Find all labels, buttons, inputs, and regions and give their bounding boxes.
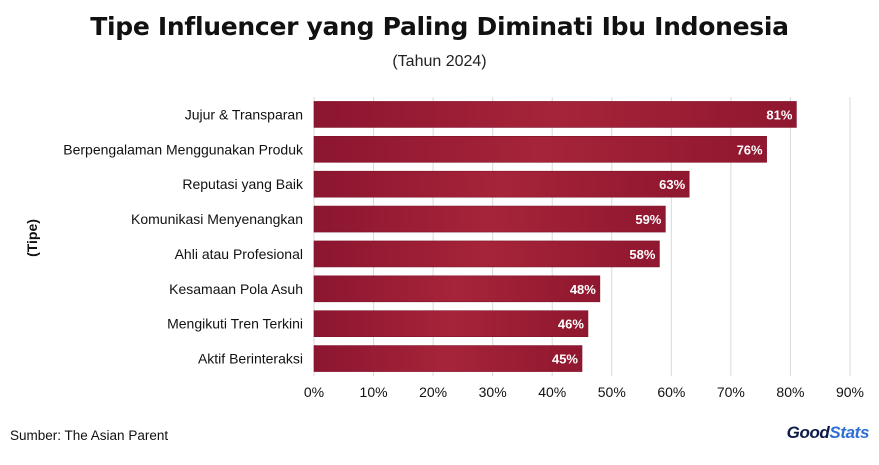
x-tick-label: 50% [598,384,626,400]
source-note: Sumber: The Asian Parent [10,428,169,443]
x-tick-label: 70% [717,384,745,400]
bar [313,101,797,128]
category-label: Komunikasi Menyenangkan [131,211,303,227]
bar [313,170,690,198]
bar-value-label: 58% [629,247,655,262]
category-label: Aktif Berinteraksi [198,351,303,367]
bars: 81% 76% 63% 59% 58% 48% 46% 45% [313,101,797,372]
brand-part-1: Good [786,423,830,442]
bar [313,136,767,163]
bar [313,205,666,233]
bar-value-label: 59% [635,212,661,227]
x-tick-label: 90% [836,384,864,400]
bar-value-label: 48% [570,282,596,297]
brand-part-2: Stats [829,423,869,442]
bar [313,310,589,337]
x-tick-label: 40% [538,384,566,400]
bar-value-label: 46% [558,317,584,332]
brand-logo: GoodStats [786,423,870,443]
category-labels: Jujur & Transparan Berpengalaman Mengguna… [63,106,304,366]
bar-value-label: 76% [737,142,763,157]
bar-value-label: 63% [659,177,685,192]
x-tick-label: 30% [479,384,507,400]
bar-value-label: 81% [766,107,792,122]
bar [313,345,583,372]
category-label: Kesamaan Pola Asuh [169,281,303,297]
chart-title: Tipe Influencer yang Paling Diminati Ibu… [90,12,789,41]
bar [313,275,601,303]
category-label: Reputasi yang Baik [182,176,304,192]
bar-value-label: 45% [552,352,578,367]
x-tick-label: 10% [360,384,388,400]
bar [313,240,660,268]
chart-subtitle: (Tahun 2024) [392,53,487,70]
x-tick-label: 0% [304,384,324,400]
x-tick-label: 60% [657,384,685,400]
category-label: Mengikuti Tren Terkini [167,316,303,332]
x-tick-label: 20% [419,384,447,400]
x-axis-ticks: 0% 10% 20% 30% 40% 50% 60% 70% 80% 90% [304,384,864,400]
category-label: Jujur & Transparan [185,106,303,122]
category-label: Berpengalaman Menggunakan Produk [63,141,304,157]
category-label: Ahli atau Profesional [175,246,303,262]
x-tick-label: 80% [776,384,804,400]
